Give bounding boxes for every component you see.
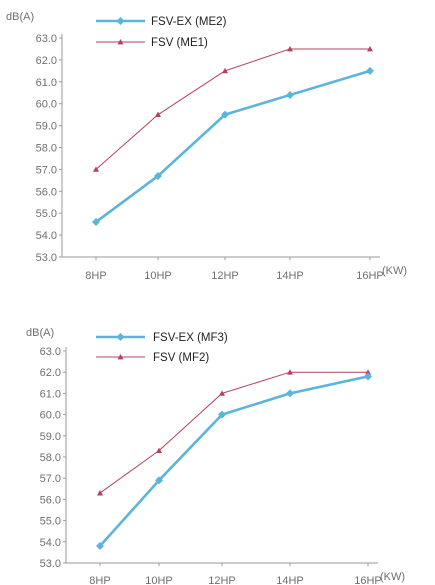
x-tick-label: 10HP <box>145 575 173 585</box>
x-tick-label: 8HP <box>85 270 106 282</box>
legend-diamond-marker <box>116 17 125 25</box>
legend-triangle-marker <box>117 39 124 45</box>
x-tick-label: 8HP <box>89 575 110 585</box>
data-point-diamond <box>92 217 100 226</box>
data-point-diamond <box>286 389 294 398</box>
y-tick-label: 57.0 <box>40 473 61 485</box>
y-tick-label: 63.0 <box>40 346 61 358</box>
y-tick-label: 61.0 <box>36 77 57 89</box>
series-line-1 <box>95 48 370 170</box>
data-point-diamond <box>218 410 226 419</box>
data-point-triangle <box>219 390 225 396</box>
y-tick-label: 56.0 <box>40 494 61 506</box>
legend-label: FSV-EX (ME2) <box>151 16 227 28</box>
x-tick-label: 14HP <box>276 575 304 585</box>
data-point-diamond <box>286 90 294 99</box>
legend-label: FSV-EX (MF3) <box>153 332 228 344</box>
y-axis-label: dB(A) <box>26 327 54 339</box>
series-line-0 <box>99 375 369 547</box>
y-tick-label: 59.0 <box>36 121 57 133</box>
series-line-1 <box>99 371 368 494</box>
y-tick-label: 59.0 <box>40 431 61 443</box>
y-tick-label: 54.0 <box>40 537 61 549</box>
data-point-triangle <box>155 111 161 118</box>
y-tick-label: 56.0 <box>36 186 57 198</box>
x-tick-label: 10HP <box>144 270 172 282</box>
y-tick-label: 58.0 <box>36 143 57 155</box>
data-point-triangle <box>93 166 99 172</box>
data-point-diamond <box>155 476 163 485</box>
data-point-diamond <box>366 66 374 75</box>
x-tick-label: 12HP <box>211 270 239 282</box>
y-tick-label: 55.0 <box>36 208 57 220</box>
y-tick-label: 60.0 <box>36 99 57 111</box>
y-tick-label: 63.0 <box>36 33 57 45</box>
x-tick-label: 16HP <box>356 270 384 282</box>
legend-triangle-marker <box>117 354 124 360</box>
noise-chart-top-svg: dB(A) 53.0 54.0 55.0 56.0 57.0 58.0 59.0 60.0 61.… <box>6 11 407 282</box>
x-tick-label: 12HP <box>208 575 236 585</box>
x-tick-label: 16HP <box>354 575 382 585</box>
data-point-triangle <box>367 45 373 52</box>
y-tick-label: 61.0 <box>40 388 61 400</box>
y-tick-label: 58.0 <box>40 452 61 464</box>
y-tick-label: 60.0 <box>40 410 61 422</box>
y-tick-label: 53.0 <box>40 558 61 570</box>
y-tick-label: 53.0 <box>36 252 57 264</box>
y-axis-label: dB(A) <box>6 11 34 23</box>
y-tick-label: 62.0 <box>36 55 57 67</box>
data-point-diamond <box>364 372 372 381</box>
data-point-triangle <box>287 45 293 52</box>
data-point-diamond <box>221 110 229 119</box>
y-tick-label: 62.0 <box>40 367 61 379</box>
y-tick-label: 54.0 <box>36 230 57 242</box>
legend-label: FSV (ME1) <box>151 37 208 49</box>
x-axis-unit: (KW) <box>382 265 407 277</box>
data-point-triangle <box>365 369 371 375</box>
x-tick-label: 14HP <box>276 270 304 282</box>
data-point-triangle <box>287 369 293 375</box>
noise-chart-bottom: dB(A) 53.0 54.0 55.0 56.0 57.0 58.0 59.0 60.0 61.… <box>0 290 435 585</box>
x-axis-unit: (KW) <box>380 571 405 583</box>
data-point-triangle <box>222 67 228 74</box>
data-point-triangle <box>97 490 103 496</box>
data-point-triangle <box>156 447 162 454</box>
noise-chart-bottom-svg: dB(A) 53.0 54.0 55.0 56.0 57.0 58.0 59.0 60.0 61.… <box>26 327 405 585</box>
y-tick-label: 55.0 <box>40 516 61 528</box>
data-point-diamond <box>154 171 162 180</box>
series-line-0 <box>95 69 371 224</box>
noise-chart-top: dB(A) 53.0 54.0 55.0 56.0 57.0 58.0 59.0 60.0 61.… <box>0 0 435 290</box>
legend-label: FSV (MF2) <box>153 352 209 364</box>
data-point-diamond <box>96 542 104 551</box>
y-tick-label: 57.0 <box>36 164 57 176</box>
legend-diamond-marker <box>116 333 125 341</box>
